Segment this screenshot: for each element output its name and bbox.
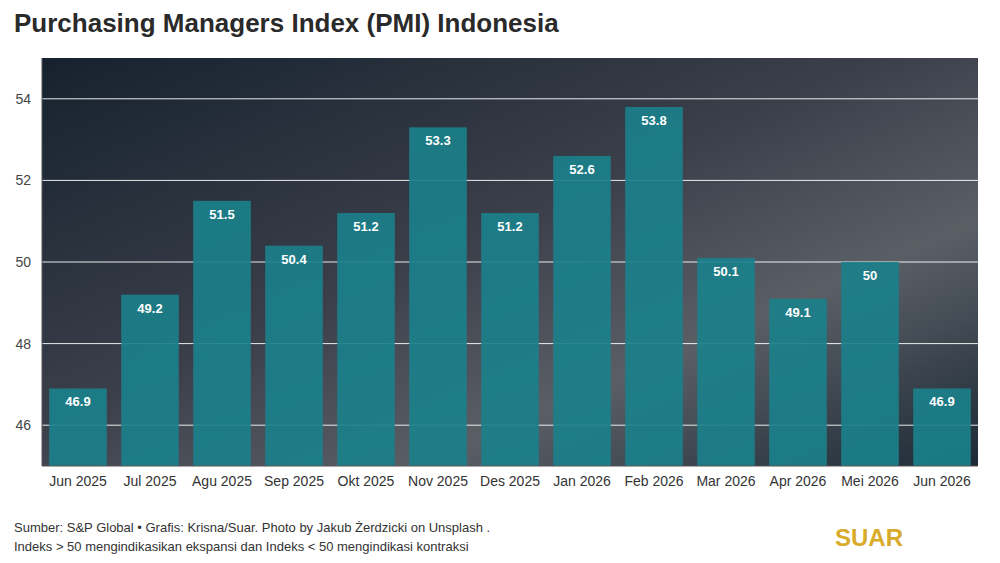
bar bbox=[697, 258, 755, 466]
x-axis-line bbox=[42, 466, 978, 467]
plot-background bbox=[42, 58, 978, 466]
x-tick-label: Jan 2026 bbox=[553, 473, 611, 489]
data-label: 51.2 bbox=[497, 219, 522, 234]
grid-line bbox=[42, 98, 978, 99]
x-tick-label: Jun 2025 bbox=[49, 473, 107, 489]
bar bbox=[553, 156, 611, 466]
y-tick-label: 50 bbox=[15, 254, 31, 270]
data-label: 51.5 bbox=[209, 207, 234, 222]
source: Sumber: S&P Global • Grafis: Krisna/Suar… bbox=[14, 520, 490, 535]
bar bbox=[841, 262, 899, 466]
data-label: 52.6 bbox=[569, 162, 594, 177]
data-label: 49.2 bbox=[137, 301, 162, 316]
chart: Purchasing Managers Index (PMI) Indonesi… bbox=[0, 0, 1000, 563]
x-tick-label: Des 2025 bbox=[480, 473, 540, 489]
x-tick-label: Mei 2026 bbox=[841, 473, 899, 489]
data-label: 50.1 bbox=[713, 264, 738, 279]
x-tick-label: Jun 2026 bbox=[913, 473, 971, 489]
bar bbox=[121, 295, 179, 466]
y-tick-label: 54 bbox=[15, 91, 31, 107]
data-label: 49.1 bbox=[785, 305, 810, 320]
x-tick-label: Sep 2025 bbox=[264, 473, 324, 489]
data-label: 50.4 bbox=[281, 252, 307, 267]
data-label: 46.9 bbox=[929, 394, 954, 409]
data-label: 46.9 bbox=[65, 394, 90, 409]
data-label: 53.8 bbox=[641, 113, 666, 128]
x-tick-label: Okt 2025 bbox=[338, 473, 395, 489]
bar bbox=[913, 388, 971, 466]
y-tick-label: 46 bbox=[15, 417, 31, 433]
bar bbox=[481, 213, 539, 466]
brand-logo: SUAR bbox=[835, 524, 903, 551]
bar bbox=[49, 388, 107, 466]
x-tick-label: Apr 2026 bbox=[770, 473, 827, 489]
x-tick-label: Jul 2025 bbox=[124, 473, 177, 489]
grid-line bbox=[42, 180, 978, 181]
x-tick-label: Mar 2026 bbox=[696, 473, 755, 489]
bar bbox=[625, 107, 683, 466]
data-label: 50 bbox=[863, 268, 877, 283]
data-label: 51.2 bbox=[353, 219, 378, 234]
bar bbox=[337, 213, 395, 466]
bar bbox=[409, 127, 467, 466]
x-tick-label: Feb 2026 bbox=[624, 473, 683, 489]
y-tick-label: 52 bbox=[15, 172, 31, 188]
note: Indeks > 50 mengindikasikan ekspansi dan… bbox=[14, 539, 469, 554]
bar bbox=[193, 201, 251, 466]
bar bbox=[769, 299, 827, 466]
x-tick-label: Nov 2025 bbox=[408, 473, 468, 489]
bar bbox=[265, 246, 323, 466]
bars bbox=[49, 107, 971, 466]
y-axis-line bbox=[42, 58, 43, 466]
data-label: 53.3 bbox=[425, 133, 450, 148]
y-tick-label: 48 bbox=[15, 336, 31, 352]
title: Purchasing Managers Index (PMI) Indonesi… bbox=[14, 8, 559, 38]
x-tick-label: Agu 2025 bbox=[192, 473, 252, 489]
